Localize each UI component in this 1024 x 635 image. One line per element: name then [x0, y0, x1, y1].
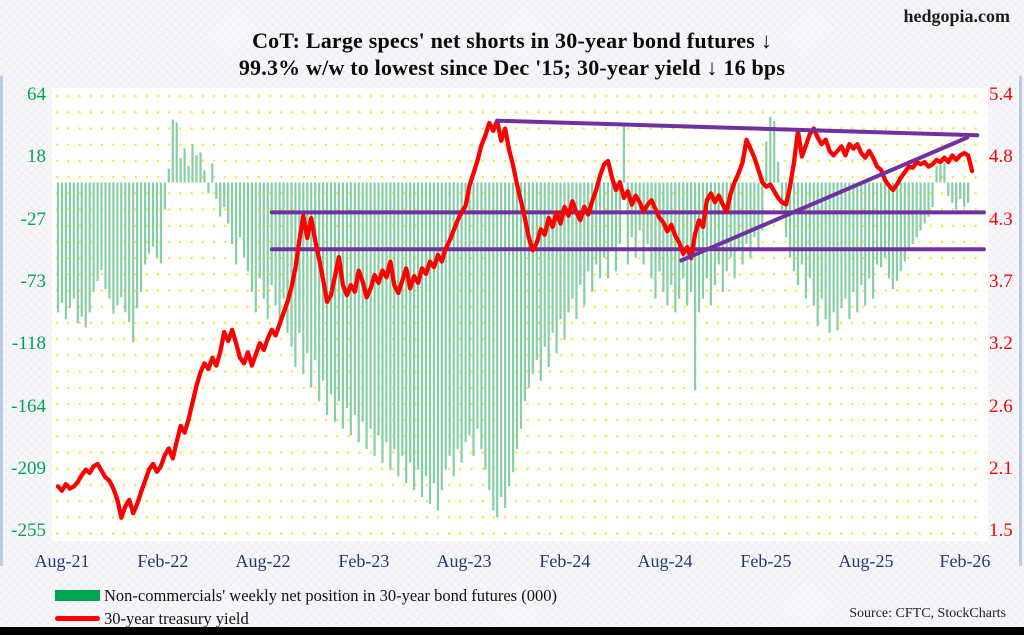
x-axis-tick: Aug-25 — [838, 551, 894, 571]
right-axis-tick: 3.7 — [989, 270, 1013, 292]
x-axis-tick: Feb-25 — [740, 551, 792, 571]
right-edge-border — [1019, 76, 1022, 566]
plot-svg — [52, 88, 988, 541]
x-axis-tick: Feb-24 — [539, 551, 591, 571]
red-line-swatch-icon — [55, 616, 100, 621]
legend-label-net-position: Non-commercials' weekly net position in … — [104, 585, 557, 605]
chart-title: CoT: Large specs' net shorts in 30-year … — [0, 27, 1024, 81]
left-edge-border — [0, 76, 3, 566]
left-axis-tick: 18 — [27, 146, 46, 168]
yield-line — [55, 118, 975, 520]
chart-title-line2: 99.3% w/w to lowest since Dec '15; 30-ye… — [238, 55, 786, 80]
left-axis-tick: -255 — [11, 520, 46, 542]
left-axis-tick: 64 — [27, 84, 46, 105]
source-credit: Source: CFTC, StockCharts — [849, 606, 1006, 621]
bottom-black-bar — [0, 627, 1024, 635]
right-axis-tick: 1.5 — [989, 520, 1013, 542]
x-axis-tick: Aug-23 — [436, 551, 492, 571]
chart-title-line1: CoT: Large specs' net shorts in 30-year … — [252, 28, 772, 53]
right-axis-tick: 3.2 — [989, 333, 1013, 355]
green-bar-swatch-icon — [55, 590, 100, 601]
x-axis-tick: Feb-26 — [939, 551, 991, 571]
right-axis-tick: 2.1 — [989, 457, 1013, 479]
x-axis-tick: Aug-24 — [637, 551, 693, 571]
right-axis-tick: 4.8 — [989, 146, 1013, 168]
yield-line-group — [55, 118, 975, 520]
left-axis-tick: -27 — [20, 208, 46, 230]
trendline-ascending-from-sep24-low — [679, 135, 970, 263]
left-axis-tick: -209 — [11, 457, 46, 479]
net-position-bars — [56, 116, 974, 518]
legend-row-net-position: Non-commercials' weekly net position in … — [55, 584, 557, 607]
left-axis-tick: -164 — [11, 395, 46, 417]
right-axis-tick: 4.3 — [989, 208, 1013, 230]
trendline-descending-from-oct23-peak — [495, 118, 980, 138]
legend-label-yield: 30-year treasury yield — [104, 608, 249, 628]
x-axis-tick: Aug-21 — [34, 551, 90, 571]
left-axis-tick: -118 — [11, 333, 46, 355]
x-axis-tick: Feb-23 — [338, 551, 390, 571]
trendlines-over — [495, 118, 980, 263]
right-axis-tick: 5.4 — [989, 84, 1013, 105]
left-axis-tick: -73 — [20, 270, 46, 292]
site-watermark: hedgopia.com — [903, 6, 1010, 26]
x-axis-tick: Aug-22 — [235, 551, 291, 571]
trendlines-under — [269, 210, 986, 252]
x-axis-tick: Feb-22 — [137, 551, 189, 571]
right-axis-tick: 2.6 — [989, 395, 1013, 417]
legend-row-yield: 30-year treasury yield — [55, 607, 557, 630]
legend: Non-commercials' weekly net position in … — [55, 584, 557, 630]
